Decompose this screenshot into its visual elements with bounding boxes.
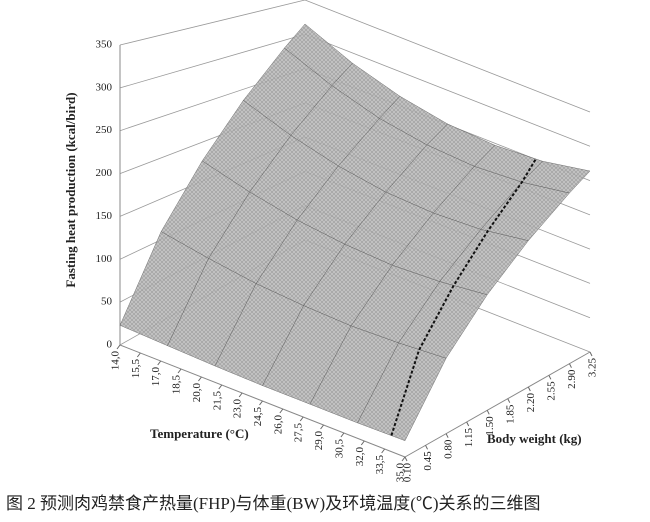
x-tick-label: 14,0	[110, 351, 122, 371]
z-tick-label: 50	[101, 296, 113, 308]
x-tick	[259, 400, 263, 406]
y-tick	[589, 351, 593, 357]
z-tick-label: 0	[107, 339, 113, 351]
surface-mesh	[439, 229, 529, 295]
surface-mesh	[521, 161, 590, 194]
surface-mesh	[284, 24, 353, 86]
y-tick	[425, 445, 429, 450]
surface-mesh	[262, 305, 352, 405]
surface-mesh	[392, 213, 481, 282]
y-tick-label: 1.85	[504, 404, 516, 424]
surface-mesh	[310, 325, 399, 423]
surface-mesh	[208, 192, 298, 284]
x-tick-label: 30,5	[333, 439, 345, 459]
x-tick-label: 17,0	[150, 367, 162, 387]
x-tick	[320, 424, 324, 430]
surface-mesh	[256, 220, 345, 306]
surface-mesh	[480, 182, 570, 241]
x-tick-label: 27,5	[293, 423, 305, 443]
y-tick	[507, 398, 511, 403]
surface-mesh	[202, 100, 291, 192]
x-tick	[136, 352, 141, 358]
surface-mesh	[433, 166, 522, 230]
y-tick-label: 2.20	[525, 393, 537, 413]
surface-mesh	[379, 96, 448, 145]
x-tick	[116, 344, 121, 350]
surface-mesh	[290, 85, 380, 166]
x-tick-label: 33,5	[374, 455, 386, 475]
y-tick-label: 0.45	[422, 451, 434, 471]
surface-mesh	[303, 244, 393, 326]
x-tick-label: 32,0	[354, 447, 366, 467]
z-tick-label: 350	[96, 39, 113, 51]
x-tick	[218, 384, 223, 390]
surface-mesh	[385, 144, 475, 213]
x-tick	[279, 408, 284, 414]
y-tick	[445, 433, 449, 438]
x-tick-label: 15,5	[130, 359, 142, 379]
z-tick-label: 200	[96, 167, 113, 179]
surface-mesh	[357, 342, 447, 441]
x-tick	[177, 368, 182, 374]
surface-mesh	[398, 281, 488, 359]
surface-mesh	[474, 145, 543, 183]
boundary-line	[390, 158, 537, 436]
x-tick-label: 23,0	[232, 399, 244, 419]
surface-mesh	[243, 48, 332, 136]
x-tick	[401, 456, 406, 462]
y-tick-label: 2.55	[545, 381, 557, 401]
y-tick-label: 2.90	[566, 369, 578, 389]
x-tick	[360, 440, 365, 446]
surface-mesh	[120, 231, 209, 346]
surface-mesh	[297, 166, 386, 245]
x-tick	[157, 360, 162, 366]
y-tick	[466, 421, 470, 427]
x-tick	[340, 432, 345, 438]
x-tick	[198, 376, 202, 382]
caption: 图 2 预测肉鸡禁食产热量(FHP)与体重(BW)及环境温度(℃)关系的三维图	[6, 494, 541, 513]
surface-mesh	[215, 283, 304, 386]
surface-mesh	[426, 123, 495, 167]
y-tick-label: 3.25	[587, 358, 599, 378]
surface-mesh	[351, 265, 440, 343]
x-tick	[238, 392, 243, 398]
surface-mesh	[161, 160, 250, 259]
surface-mesh	[338, 118, 427, 193]
surface-mesh	[249, 135, 339, 221]
x-axis-title: Temperature (°C)	[150, 426, 249, 441]
z-tick-label: 300	[96, 81, 113, 93]
x-tick-label: 21,5	[211, 391, 223, 411]
y-axis	[404, 351, 591, 458]
z-axis-title: Fasting heat production (kcal/bird)	[63, 92, 78, 287]
y-tick-label: 1.50	[484, 416, 496, 436]
grid-line	[119, 0, 591, 113]
y-tick	[568, 363, 572, 368]
z-tick-label: 150	[96, 210, 113, 222]
y-tick-label: 1.15	[463, 428, 475, 448]
x-tick	[299, 416, 304, 422]
y-tick	[527, 386, 531, 392]
y-tick-label: 0.10	[402, 463, 414, 483]
z-tick-label: 100	[96, 253, 113, 265]
x-tick-label: 26,0	[272, 415, 284, 435]
x-tick-label: 35,0	[395, 463, 407, 483]
z-tick-label: 250	[96, 124, 113, 136]
x-tick-label: 29,0	[313, 431, 325, 451]
x-tick	[381, 448, 386, 454]
y-tick	[548, 375, 552, 380]
y-tick	[404, 456, 408, 462]
y-tick	[486, 410, 490, 415]
y-tick-label: 0.80	[443, 439, 455, 459]
surface-mesh	[167, 258, 257, 366]
y-axis-title: Body weight (kg)	[487, 431, 582, 446]
surface-mesh	[331, 63, 400, 119]
x-tick-label: 24,5	[252, 407, 264, 427]
x-tick-label: 20,0	[191, 383, 203, 403]
surface-mesh	[344, 192, 434, 266]
x-tick-label: 18,5	[171, 375, 183, 395]
